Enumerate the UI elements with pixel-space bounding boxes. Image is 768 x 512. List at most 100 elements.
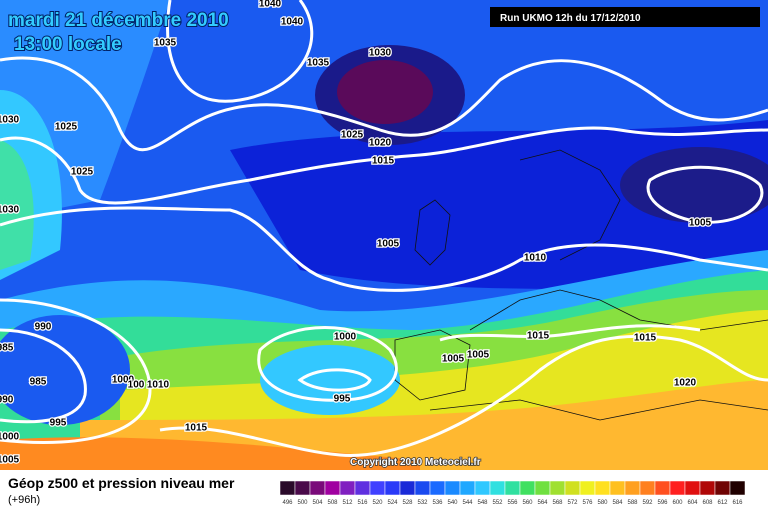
scale-label: 564 [537, 500, 548, 506]
isobar-label: 1000 [334, 332, 357, 343]
isobar-label: 1040 [281, 17, 304, 28]
isobar-label: 1015 [634, 333, 657, 344]
isobar-label: 1010 [524, 253, 547, 264]
scale-swatch [639, 480, 656, 496]
scale-label: 568 [552, 500, 563, 506]
isobar-label: 1015 [527, 331, 550, 342]
isobar-label: 1030 [0, 205, 20, 216]
scale-label: 548 [477, 500, 488, 506]
lead-time: (+96h) [8, 494, 40, 506]
isobar-label: 985 [0, 343, 14, 354]
isobars [0, 0, 768, 457]
scale-label: 516 [357, 500, 368, 506]
scale-swatch [564, 480, 581, 496]
isobar-label: 1005 [0, 455, 20, 466]
scale-swatch [459, 480, 476, 496]
scale-label: 604 [687, 500, 698, 506]
scale-label: 584 [612, 500, 623, 506]
scale-swatch [624, 480, 641, 496]
scale-label: 608 [702, 500, 713, 506]
isobar-label: 1005 [442, 354, 465, 365]
scale-label: 552 [492, 500, 503, 506]
isobar-label: 1005 [377, 239, 400, 250]
isobar-label: 1020 [369, 138, 392, 149]
isobar-label: 1020 [674, 378, 697, 389]
scale-swatch [309, 480, 326, 496]
scale-label: 572 [567, 500, 578, 506]
isobar-label: 1025 [341, 130, 364, 141]
scale-swatch [384, 480, 401, 496]
scale-label: 560 [522, 500, 533, 506]
scale-swatch [594, 480, 611, 496]
isobar-label: 990 [0, 395, 14, 406]
isobar-label: 995 [334, 394, 351, 405]
scale-swatch [534, 480, 551, 496]
scale-swatch [279, 480, 296, 496]
scale-swatch [504, 480, 521, 496]
isobar-label: 1005 [467, 350, 490, 361]
isobar-label: 1030 [0, 115, 20, 126]
scale-swatch [399, 480, 416, 496]
scale-label: 544 [462, 500, 473, 506]
scale-label: 504 [312, 500, 323, 506]
scale-label: 524 [387, 500, 398, 506]
time: 13:00 locale [14, 34, 122, 55]
isobar-labels: 1040 1040 1035 1035 1030 1030 1025 1025 1020 1015… [0, 0, 713, 467]
scale-label: 600 [672, 500, 683, 506]
scale-label: 576 [582, 500, 593, 506]
scale-label: 528 [402, 500, 413, 506]
legend-title: Géop z500 et pression niveau mer [8, 475, 235, 491]
isobar-label: 990 [35, 322, 52, 333]
isobar-label: 1000 [112, 375, 135, 386]
scale-swatch [579, 480, 596, 496]
date: mardi 21 décembre 2010 [8, 10, 229, 31]
scale-swatch [414, 480, 431, 496]
run-info: Run UKMO 12h du 17/12/2010 [500, 13, 641, 24]
scale-swatch [474, 480, 491, 496]
scale-label: 540 [447, 500, 458, 506]
run-box [490, 7, 760, 27]
scale-label: 556 [507, 500, 518, 506]
isobar-label: 995 [50, 418, 67, 429]
isobar-label: 1005 [689, 218, 712, 229]
scale-label: 612 [717, 500, 728, 506]
scale-swatch [354, 480, 371, 496]
isobar-label: 985 [30, 377, 47, 388]
isobar-label: 1035 [307, 58, 330, 69]
scale-label: 532 [417, 500, 428, 506]
scale-swatch [609, 480, 626, 496]
geopotential-field [0, 0, 768, 470]
scale-label: 512 [342, 500, 353, 506]
scale-label: 500 [297, 500, 308, 506]
scale-label: 592 [642, 500, 653, 506]
scale-swatch [339, 480, 356, 496]
isobar-label: 1010 [147, 380, 170, 391]
isobar-label: 1030 [369, 48, 392, 59]
scale-label: 536 [432, 500, 443, 506]
scale-swatch [654, 480, 671, 496]
copyright: Copyright 2010 Meteociel.fr [350, 457, 481, 468]
isobar-label: 1015 [185, 423, 208, 434]
scale-label: 508 [327, 500, 338, 506]
scale-label: 616 [732, 500, 743, 506]
scale-swatch [324, 480, 341, 496]
scale-swatch [714, 480, 731, 496]
scale-swatch [669, 480, 686, 496]
scale-label: 580 [597, 500, 608, 506]
isobar-label: 1025 [71, 167, 94, 178]
scale-swatch [444, 480, 461, 496]
isobar-label: 1000 [0, 432, 20, 443]
isobar-label: 1015 [372, 156, 395, 167]
scale-swatch [699, 480, 716, 496]
scale-swatch [369, 480, 386, 496]
scale-swatch [489, 480, 506, 496]
scale-label: 520 [372, 500, 383, 506]
scale-swatch [684, 480, 701, 496]
scale-swatch [519, 480, 536, 496]
color-scale: 496 500 504 508 512 516 520 524 528 532 536 540 544 5… [279, 480, 746, 506]
scale-label: 596 [657, 500, 668, 506]
scale-label: 496 [282, 500, 293, 506]
isobar-label: 100 [128, 380, 145, 391]
